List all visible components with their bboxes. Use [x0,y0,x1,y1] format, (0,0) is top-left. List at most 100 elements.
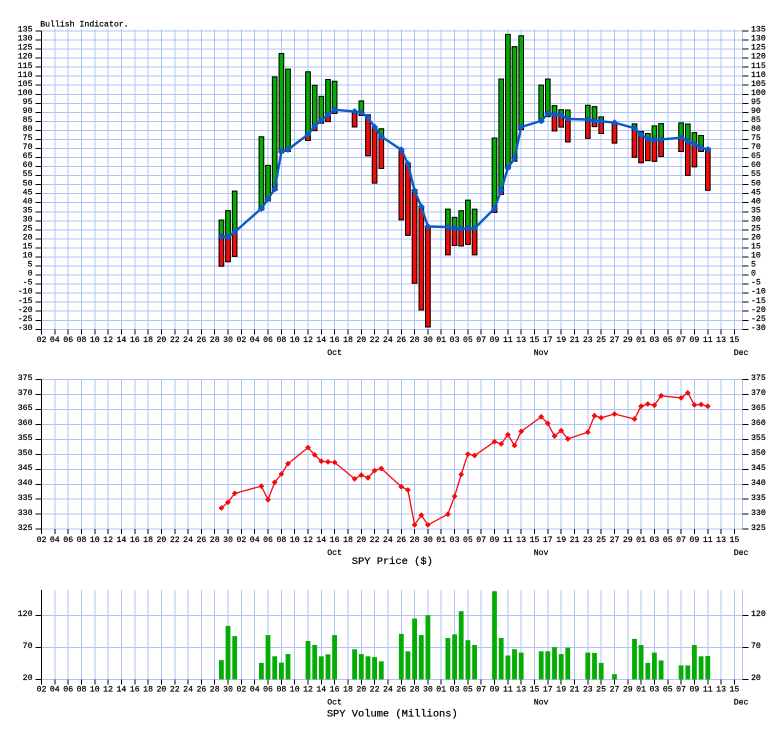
svg-text:350: 350 [18,449,33,458]
svg-text:Nov: Nov [534,549,549,558]
svg-text:10: 10 [290,686,300,695]
svg-text:340: 340 [751,479,766,488]
svg-text:50: 50 [23,179,33,188]
svg-text:45: 45 [23,188,33,197]
svg-text:355: 355 [18,434,33,443]
svg-text:-30: -30 [751,324,766,333]
svg-text:18: 18 [143,686,153,695]
svg-text:75: 75 [23,134,33,143]
svg-text:10: 10 [290,536,300,545]
svg-text:13: 13 [716,686,726,695]
svg-text:03: 03 [450,536,460,545]
svg-text:11: 11 [703,536,713,545]
svg-text:12: 12 [103,336,113,345]
svg-text:07: 07 [676,336,686,345]
svg-text:120: 120 [751,610,766,619]
svg-text:SPY Price ($): SPY Price ($) [352,556,433,568]
svg-text:12: 12 [103,686,113,695]
svg-text:10: 10 [90,536,100,545]
svg-text:10: 10 [90,686,100,695]
svg-text:06: 06 [263,686,273,695]
svg-text:370: 370 [18,389,33,398]
svg-text:370: 370 [751,389,766,398]
svg-text:345: 345 [751,464,766,473]
svg-text:35: 35 [23,206,33,215]
svg-text:Bullish Indicator.: Bullish Indicator. [40,20,128,30]
svg-text:355: 355 [751,434,766,443]
svg-text:07: 07 [476,536,486,545]
svg-text:85: 85 [23,116,33,125]
svg-text:06: 06 [63,336,73,345]
svg-text:20: 20 [156,536,166,545]
svg-text:26: 26 [396,536,406,545]
svg-text:12: 12 [303,686,313,695]
svg-text:23: 23 [583,686,593,695]
svg-text:09: 09 [689,686,699,695]
svg-text:330: 330 [751,509,766,518]
svg-text:20: 20 [751,234,761,243]
svg-text:19: 19 [556,536,566,545]
svg-text:360: 360 [18,419,33,428]
svg-text:90: 90 [23,107,33,116]
svg-text:14: 14 [116,536,126,545]
svg-text:14: 14 [116,686,126,695]
svg-text:23: 23 [583,536,593,545]
svg-text:25: 25 [751,225,761,234]
svg-text:02: 02 [37,336,47,345]
svg-text:55: 55 [751,170,761,179]
svg-text:29: 29 [623,336,633,345]
svg-text:125: 125 [18,44,33,53]
svg-text:05: 05 [663,536,673,545]
svg-text:15: 15 [530,536,540,545]
svg-text:130: 130 [751,35,766,44]
svg-text:29: 29 [623,686,633,695]
svg-text:90: 90 [751,107,761,116]
svg-text:16: 16 [130,336,140,345]
svg-text:Dec: Dec [734,699,749,708]
svg-text:28: 28 [410,536,420,545]
svg-text:20: 20 [23,674,33,683]
svg-text:14: 14 [316,536,326,545]
svg-text:25: 25 [23,225,33,234]
svg-text:60: 60 [23,161,33,170]
svg-text:35: 35 [751,206,761,215]
svg-text:05: 05 [663,686,673,695]
svg-text:13: 13 [516,336,526,345]
svg-text:01: 01 [436,536,446,545]
svg-text:15: 15 [530,686,540,695]
svg-text:11: 11 [703,686,713,695]
svg-text:13: 13 [716,336,726,345]
svg-text:24: 24 [183,336,193,345]
svg-text:20: 20 [156,336,166,345]
svg-text:5: 5 [751,261,756,270]
svg-text:13: 13 [516,686,526,695]
svg-text:22: 22 [170,336,180,345]
svg-text:02: 02 [37,686,47,695]
svg-text:120: 120 [18,610,33,619]
svg-text:21: 21 [570,536,580,545]
svg-text:21: 21 [570,336,580,345]
svg-text:08: 08 [77,536,87,545]
svg-text:06: 06 [263,536,273,545]
svg-text:125: 125 [751,44,766,53]
svg-text:18: 18 [143,336,153,345]
svg-text:16: 16 [330,336,340,345]
svg-text:10: 10 [290,336,300,345]
svg-text:-15: -15 [18,297,33,306]
svg-text:365: 365 [751,404,766,413]
svg-text:375: 375 [751,374,766,383]
svg-text:15: 15 [729,336,739,345]
svg-text:30: 30 [223,686,233,695]
svg-text:03: 03 [450,336,460,345]
svg-text:Oct: Oct [327,699,342,708]
svg-text:15: 15 [530,336,540,345]
svg-text:02: 02 [236,336,246,345]
svg-text:06: 06 [63,536,73,545]
svg-text:14: 14 [116,336,126,345]
svg-text:28: 28 [210,686,220,695]
svg-text:05: 05 [663,336,673,345]
svg-text:24: 24 [183,536,193,545]
svg-text:-10: -10 [751,288,766,297]
svg-text:14: 14 [316,686,326,695]
svg-text:20: 20 [751,674,761,683]
